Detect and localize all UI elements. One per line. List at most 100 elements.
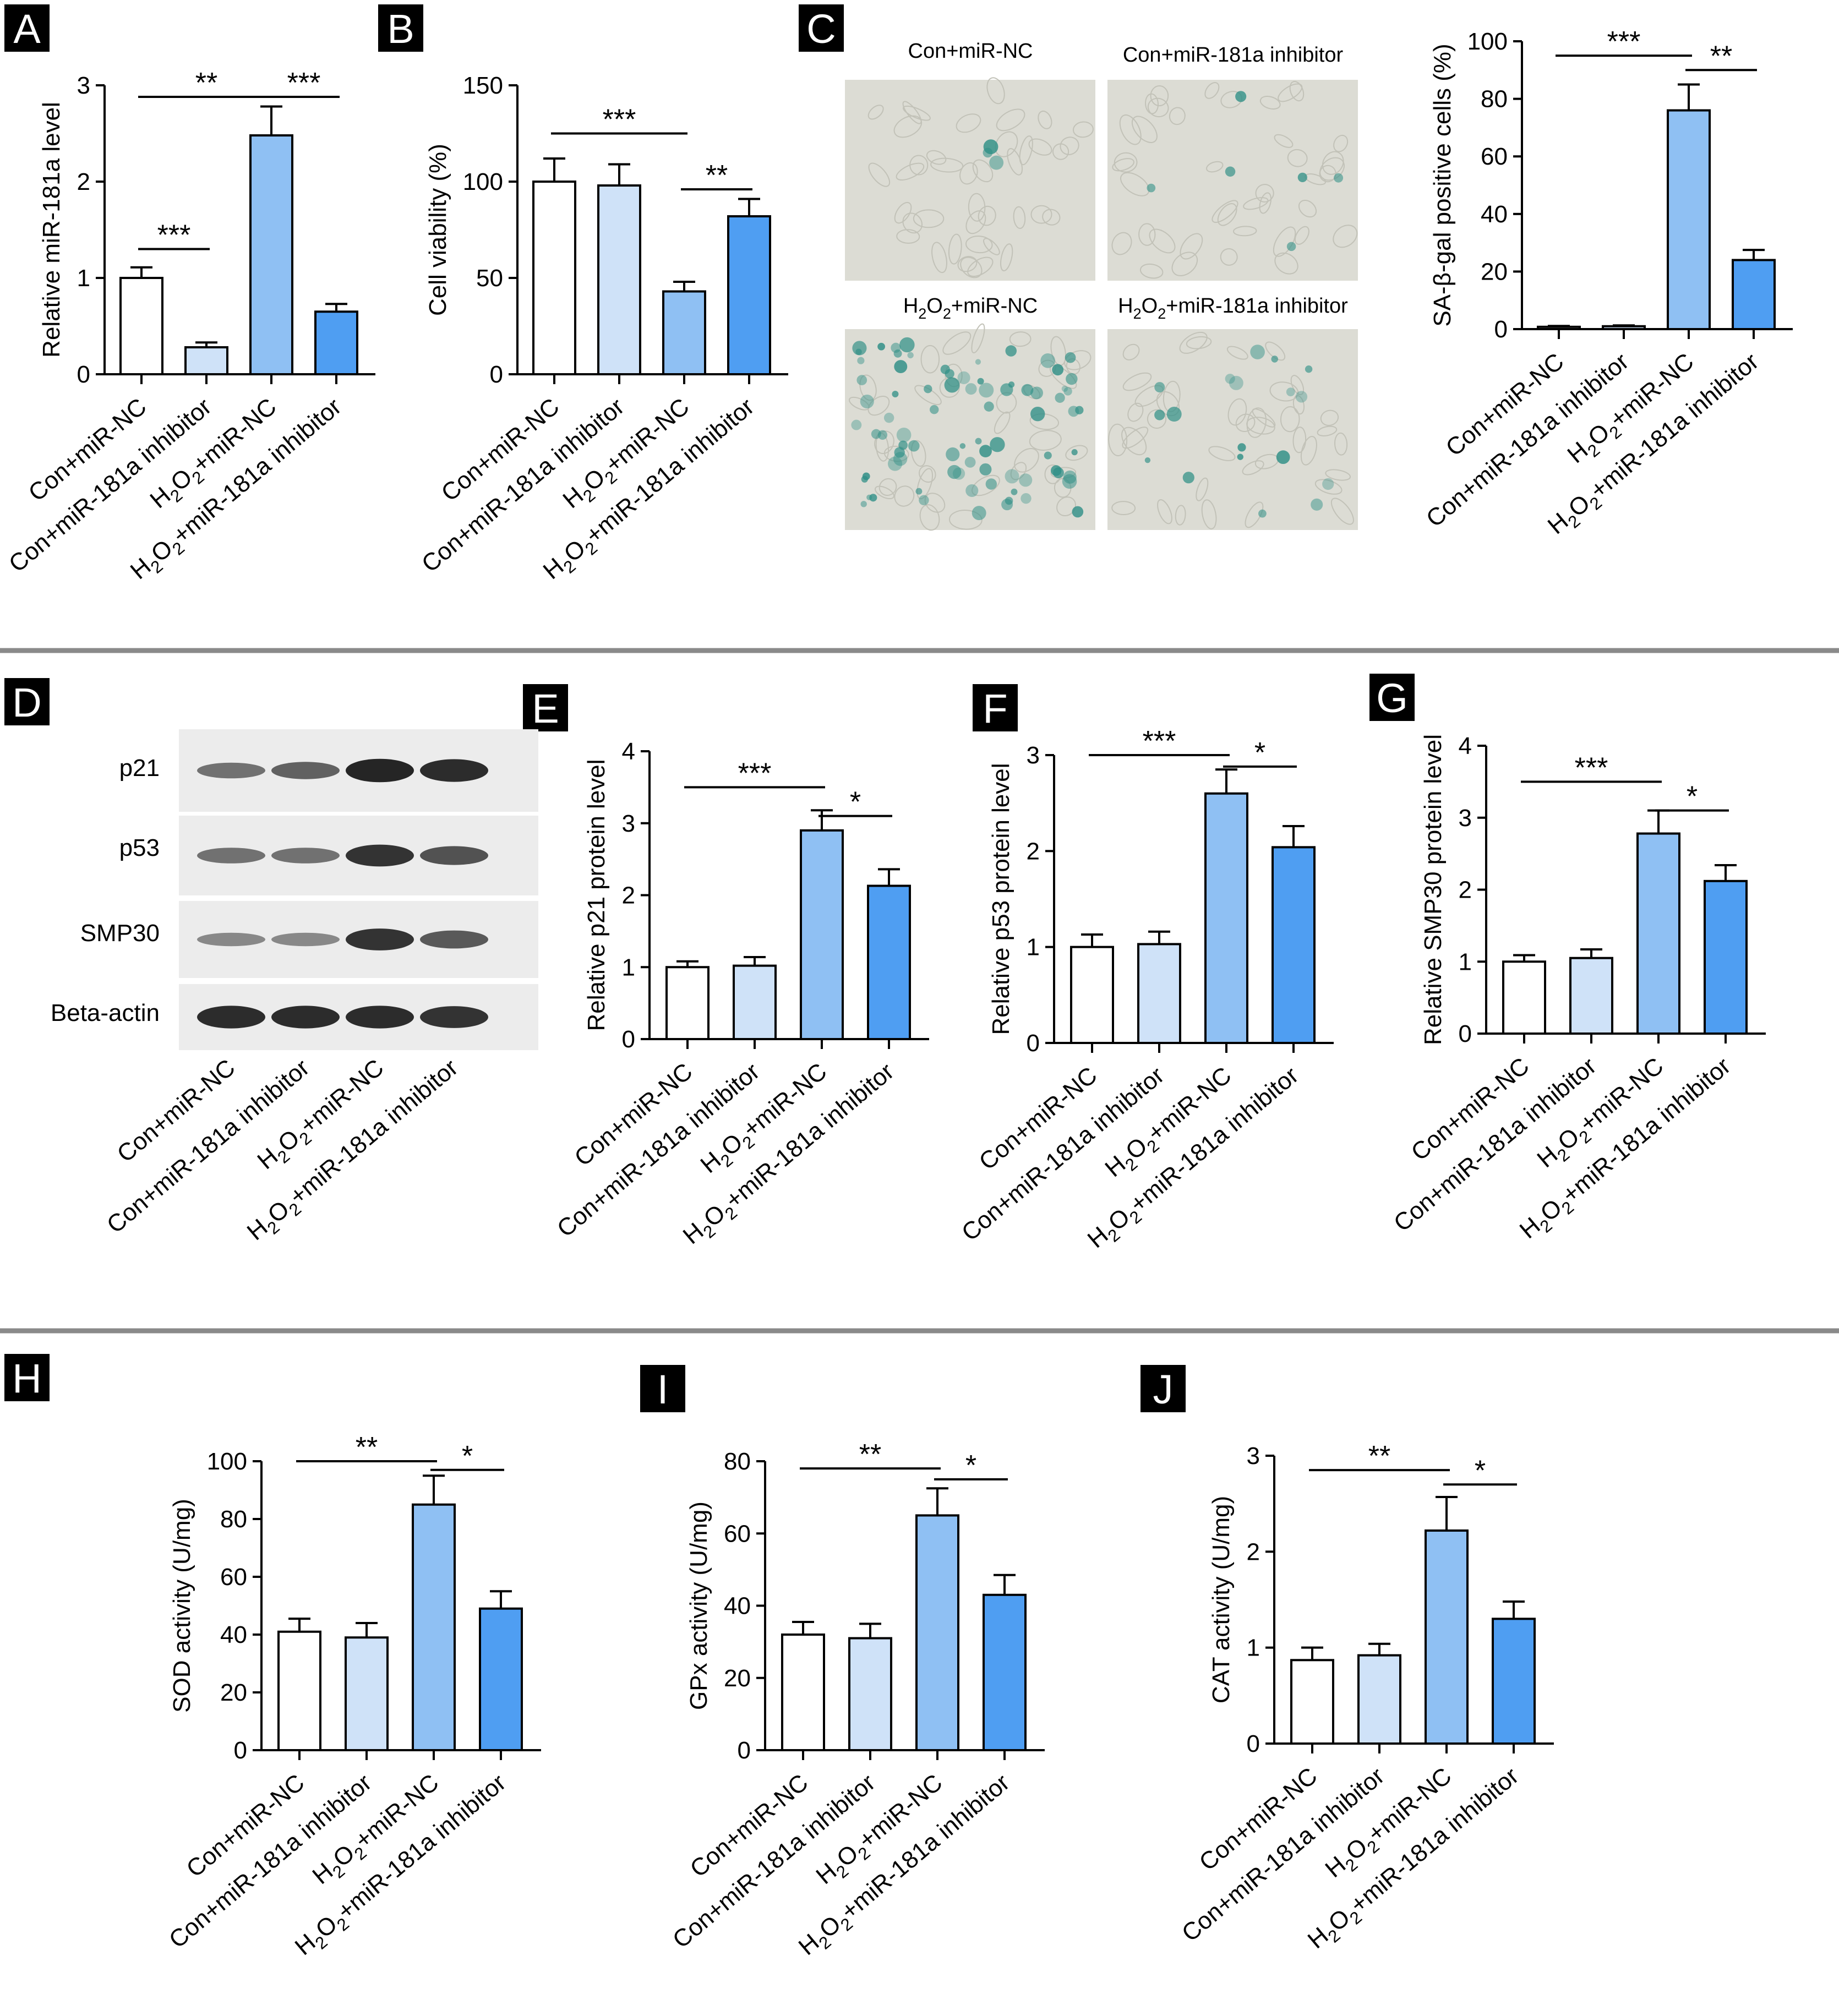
bar xyxy=(1537,325,1581,330)
cell-outline xyxy=(1029,413,1060,430)
y-tick-label: 1 xyxy=(622,954,635,981)
cell-outline xyxy=(996,108,1025,132)
stained-cell xyxy=(857,357,865,364)
y-axis-label: CAT activity (U/mg) xyxy=(1208,1496,1235,1703)
stained-cell xyxy=(1071,449,1078,456)
cell-outline xyxy=(1298,199,1317,218)
bar xyxy=(1357,1654,1401,1745)
bar xyxy=(277,1630,321,1751)
significance-mark: * xyxy=(462,1440,473,1472)
stained-cell xyxy=(1061,385,1068,392)
panel-label-text: C xyxy=(806,6,836,52)
cell-outline xyxy=(1150,85,1169,107)
cell-outline xyxy=(1294,226,1309,245)
blot-label: p21 xyxy=(119,755,160,782)
stained-cell xyxy=(1019,473,1033,487)
cell-outline xyxy=(1245,501,1264,528)
stained-cell xyxy=(919,495,929,506)
blot-band xyxy=(346,1006,414,1029)
stained-cell xyxy=(1258,509,1267,518)
bar xyxy=(1667,109,1711,331)
cell-outline xyxy=(1179,331,1208,354)
cell-outline xyxy=(874,430,894,454)
cell-outline xyxy=(896,162,925,181)
cell-outline xyxy=(1019,135,1033,166)
stained-cell xyxy=(1052,364,1064,376)
y-tick-label: 60 xyxy=(724,1520,751,1547)
stained-cell xyxy=(965,484,979,497)
cell-outline xyxy=(1007,148,1023,176)
stained-cell xyxy=(947,465,962,479)
bar xyxy=(800,829,844,1040)
bar xyxy=(1070,946,1114,1044)
cell-outline xyxy=(986,77,1005,105)
blot-row-0 xyxy=(179,729,538,812)
cell-outline xyxy=(942,331,972,355)
y-tick-label: 60 xyxy=(1481,143,1508,170)
cell-outline xyxy=(1265,341,1286,361)
y-tick-label: 2 xyxy=(77,168,90,195)
y-axis-label: SOD activity (U/mg) xyxy=(168,1499,195,1713)
stained-cell xyxy=(894,447,905,458)
stained-cell xyxy=(945,369,954,379)
cell-outline xyxy=(1013,206,1026,229)
cell-outline xyxy=(1010,462,1027,480)
cell-outline xyxy=(894,485,915,507)
bar xyxy=(848,1637,892,1751)
y-tick-label: 80 xyxy=(220,1506,247,1533)
cell-outline xyxy=(1064,350,1092,370)
stained-cell xyxy=(1237,454,1243,460)
stained-cell xyxy=(1154,409,1165,420)
bar xyxy=(1425,1529,1469,1745)
y-tick-label: 100 xyxy=(463,168,503,195)
y-tick-label: 3 xyxy=(1247,1443,1260,1469)
bar xyxy=(1502,960,1546,1035)
panel-label-text: G xyxy=(1376,675,1408,721)
blot-band xyxy=(271,1006,340,1029)
panel-label-text: E xyxy=(532,686,559,731)
y-axis-label: Relative p21 protein level xyxy=(583,759,610,1031)
panel-label-a: A xyxy=(4,4,50,52)
panel-label-box xyxy=(523,684,568,731)
y-tick-label: 1 xyxy=(1459,948,1472,975)
western-blot: p21p53SMP30Beta-actinCon+miR-NCCon+miR-1… xyxy=(51,729,538,1245)
cell-outline xyxy=(1029,430,1062,451)
y-tick-label: 0 xyxy=(738,1737,751,1764)
micrograph-label: Con+miR-NC xyxy=(908,40,1033,63)
y-tick-label: 60 xyxy=(220,1564,247,1591)
cell-outline xyxy=(1052,143,1069,160)
stained-cell xyxy=(990,437,1005,452)
stained-cell xyxy=(877,430,888,440)
stained-cell xyxy=(1044,451,1052,460)
y-tick-label: 0 xyxy=(622,1026,635,1053)
cell-outline xyxy=(1287,149,1308,167)
cell-outline xyxy=(1330,498,1354,525)
panel-label-e: E xyxy=(523,684,568,731)
micrograph-tile-2 xyxy=(1107,80,1358,281)
bar xyxy=(662,290,706,375)
cell-outline xyxy=(896,229,920,244)
cell-outline xyxy=(1139,263,1164,279)
stained-cell xyxy=(964,456,976,468)
bar xyxy=(479,1607,523,1751)
y-tick-label: 0 xyxy=(1247,1730,1260,1757)
stained-cell xyxy=(959,443,966,449)
stained-cell xyxy=(1005,469,1019,484)
stained-cell xyxy=(1072,506,1084,518)
panel-label-text: A xyxy=(13,6,41,52)
cell-outline xyxy=(1325,469,1351,481)
stained-cell xyxy=(965,383,977,395)
y-tick-label: 1 xyxy=(77,265,90,292)
stained-cell xyxy=(1030,386,1043,400)
stained-cell xyxy=(877,342,885,351)
micrograph-background xyxy=(845,329,1095,530)
stained-cell xyxy=(1276,450,1290,465)
cell-outline xyxy=(1322,151,1344,175)
blot-band xyxy=(420,759,488,782)
cell-outline xyxy=(1060,136,1079,155)
stained-cell xyxy=(1166,407,1182,422)
blot-band xyxy=(197,1006,265,1029)
blot-band xyxy=(271,762,340,779)
y-axis-label: Relative miR-181a level xyxy=(38,102,65,358)
panel-label-box xyxy=(799,4,844,52)
